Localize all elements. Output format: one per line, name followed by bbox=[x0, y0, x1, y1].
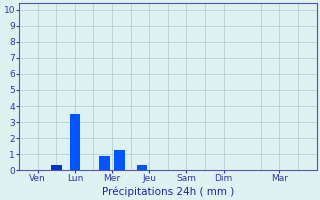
Bar bbox=[100, 156, 110, 170]
Bar bbox=[137, 165, 147, 170]
X-axis label: Précipitations 24h ( mm ): Précipitations 24h ( mm ) bbox=[102, 186, 234, 197]
Bar bbox=[70, 114, 80, 170]
Bar bbox=[114, 150, 125, 170]
Bar bbox=[51, 165, 61, 170]
